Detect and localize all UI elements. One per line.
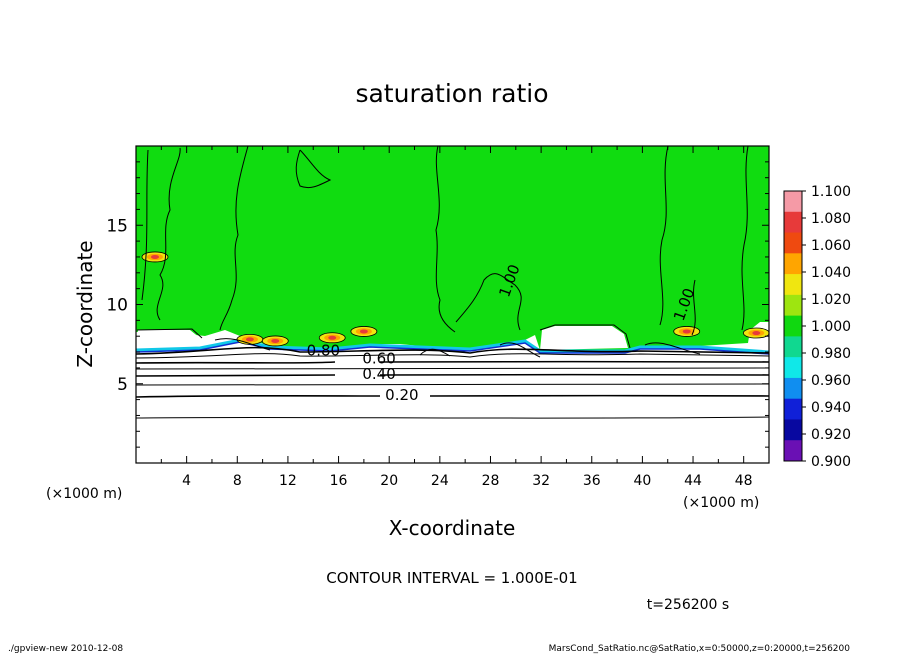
colorbar-swatch xyxy=(784,377,802,400)
colorbar-swatch xyxy=(784,211,802,234)
y-tick-label: 10 xyxy=(106,296,128,316)
contour-line xyxy=(136,353,769,359)
colorbar-label: 1.080 xyxy=(811,211,851,227)
time-stamp: t=256200 s xyxy=(647,597,729,613)
y-tick-label: 15 xyxy=(106,216,128,236)
contour-line xyxy=(156,147,181,321)
supersaturated-patches xyxy=(141,251,769,347)
x-axis-unit: (×1000 m) xyxy=(683,495,759,511)
contour-line xyxy=(659,146,669,326)
subsaturated-pocket xyxy=(540,326,628,350)
colorbar-swatch xyxy=(784,253,802,275)
contour-label: 0.80 xyxy=(307,341,340,359)
colorbar-label: 1.040 xyxy=(811,265,851,281)
x-tick-label: 4 xyxy=(182,473,191,489)
x-tick-label: 24 xyxy=(431,473,449,489)
contour-line xyxy=(539,324,631,349)
saturated-field xyxy=(136,146,769,350)
y-axis-label: Z-coordinate xyxy=(73,240,97,367)
colorbar-swatch xyxy=(784,191,802,213)
colorbar-swatch xyxy=(784,440,802,462)
patch-core xyxy=(752,331,761,336)
colorbar-swatch xyxy=(784,294,802,317)
contour-stack xyxy=(136,338,769,419)
colorbar-swatch xyxy=(784,315,802,337)
colorbar-label: 0.920 xyxy=(811,427,851,443)
contour-line xyxy=(435,146,456,333)
contour-label: 0.60 xyxy=(362,349,395,367)
contour-line xyxy=(136,373,769,377)
footer-right: MarsCond_SatRatio.nc@SatRatio,x=0:50000,… xyxy=(549,644,851,654)
colorbar: 1.100 1.080 1.060 1.040 1.020 1.000 0.980 0.960… xyxy=(783,184,851,470)
colorbar-label: 0.940 xyxy=(811,400,851,416)
colorbar-swatch xyxy=(784,336,802,358)
patch-core xyxy=(271,338,280,343)
plot-area: 0.200.400.600.801.001.00 xyxy=(136,146,769,463)
x-tick-label: 16 xyxy=(330,473,348,489)
x-tick-label: 28 xyxy=(482,473,500,489)
colorbar-swatch xyxy=(784,357,802,379)
patch-contour xyxy=(141,251,169,263)
contour-labels: 0.200.400.600.801.001.00 xyxy=(307,262,699,404)
patch-contour xyxy=(742,327,769,339)
y-tick-label: 5 xyxy=(117,375,128,395)
contour-line xyxy=(295,149,332,189)
colorbar-swatch xyxy=(784,419,802,441)
x-tick-label: 32 xyxy=(532,473,550,489)
contour-line xyxy=(136,416,769,419)
contour-line xyxy=(141,149,149,301)
y-axis-ticks: 5 10 15 xyxy=(106,161,769,448)
x-axis-ticks: 4 8 12 16 20 24 28 32 36 40 44 48 xyxy=(160,146,753,489)
subsaturated-pocket xyxy=(136,330,200,345)
contour-label: 0.40 xyxy=(362,365,395,383)
contour-line xyxy=(214,338,701,358)
x-tick-label: 12 xyxy=(279,473,297,489)
footer-left: ./gpview-new 2010-12-08 xyxy=(8,644,123,654)
patch-core xyxy=(150,254,159,259)
contour-label: 0.20 xyxy=(385,386,418,404)
contour-line xyxy=(455,273,522,331)
patch-core xyxy=(245,337,254,342)
contour-line xyxy=(691,279,696,336)
patch-contour xyxy=(261,335,289,347)
colorbar-label: 1.000 xyxy=(811,319,851,335)
patch-core xyxy=(682,329,691,334)
colorbar-swatch xyxy=(784,398,802,420)
patch-core xyxy=(359,329,368,334)
y-axis-unit: (×1000 m) xyxy=(46,486,122,502)
colorbar-swatch xyxy=(784,274,802,296)
patch-contour xyxy=(318,332,346,344)
x-tick-label: 48 xyxy=(735,473,753,489)
contour-line xyxy=(136,346,769,355)
x-tick-label: 8 xyxy=(233,473,242,489)
contour-line xyxy=(136,394,769,398)
contour-line xyxy=(136,360,769,364)
colorbar-label: 1.100 xyxy=(811,184,851,200)
contour-line xyxy=(219,146,249,331)
contour-line xyxy=(136,328,203,339)
x-tick-label: 20 xyxy=(380,473,398,489)
contour-line xyxy=(136,383,769,386)
colorbar-label: 0.960 xyxy=(811,373,851,389)
x-axis-label: X-coordinate xyxy=(389,516,516,540)
colorbar-swatch xyxy=(784,232,802,254)
patch-core xyxy=(328,335,337,340)
x-tick-label: 40 xyxy=(633,473,651,489)
x-tick-label: 36 xyxy=(583,473,601,489)
x-tick-label: 44 xyxy=(684,473,702,489)
contour-interval-note: CONTOUR INTERVAL = 1.000E-01 xyxy=(326,569,577,587)
colorbar-label: 0.980 xyxy=(811,346,851,362)
colorbar-label: 1.060 xyxy=(811,238,851,254)
patch-contour xyxy=(350,326,378,337)
contour-lines xyxy=(136,146,749,349)
colorbar-label: 0.900 xyxy=(811,454,851,470)
patch-contour xyxy=(673,326,701,337)
chart-title: saturation ratio xyxy=(355,79,548,108)
contour-line xyxy=(136,367,769,370)
colorbar-label: 1.020 xyxy=(811,292,851,308)
contour-line xyxy=(741,146,749,331)
